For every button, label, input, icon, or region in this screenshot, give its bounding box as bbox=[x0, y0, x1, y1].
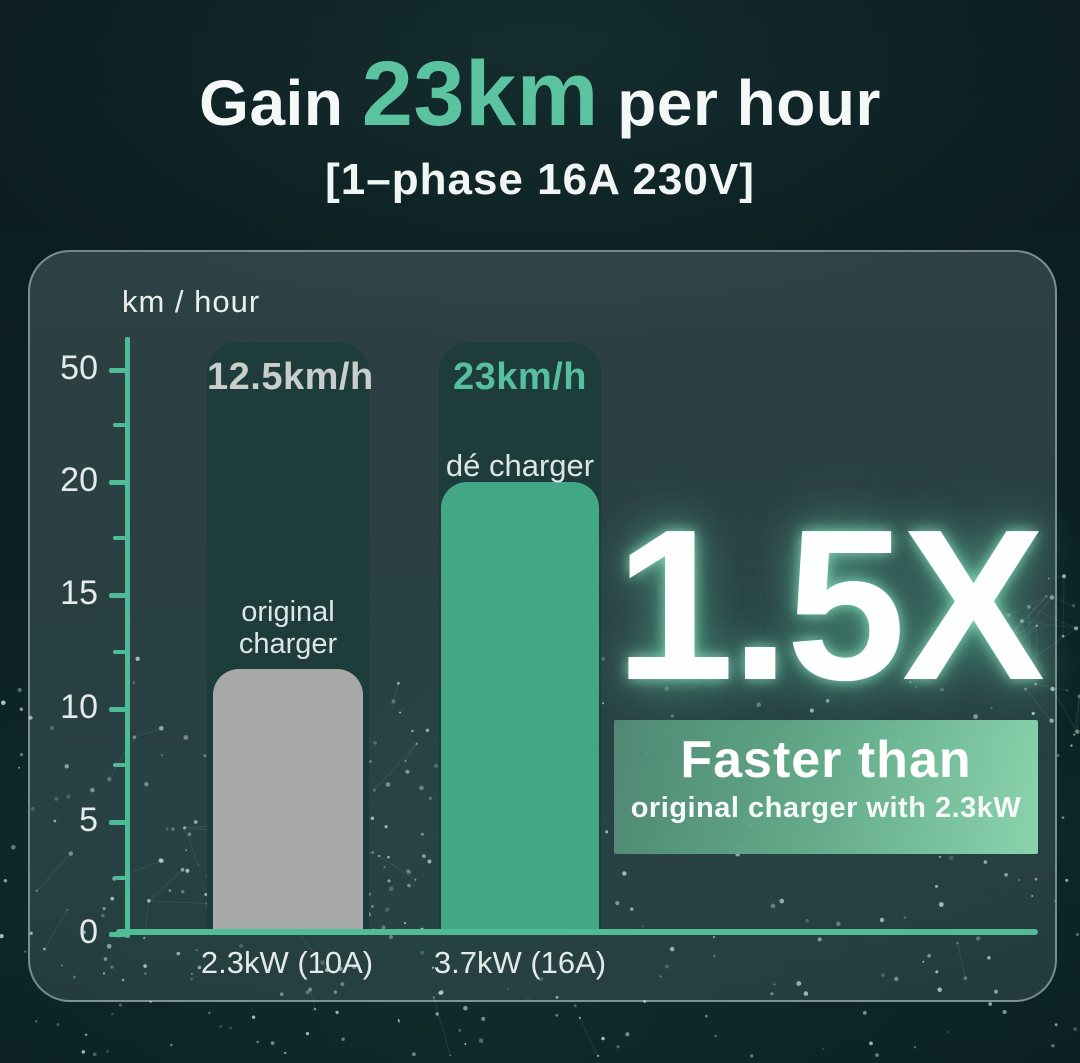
y-tick-label: 0 bbox=[79, 913, 98, 951]
multiplier-text: 1.5X bbox=[614, 484, 1045, 725]
y-axis-line bbox=[125, 337, 130, 938]
y-tick-mark bbox=[109, 368, 126, 373]
y-tick-label: 50 bbox=[60, 349, 98, 387]
y-tick-mark bbox=[109, 480, 126, 485]
y-tick-mark-minor bbox=[113, 423, 126, 427]
page-subtitle: [1–phase 16A 230V] bbox=[325, 155, 755, 204]
y-tick-mark bbox=[109, 707, 126, 712]
y-axis-label: km / hour bbox=[122, 284, 261, 319]
title-highlight: 23km bbox=[361, 43, 599, 145]
title-prefix: Gain bbox=[199, 67, 362, 139]
y-tick-mark bbox=[109, 593, 126, 598]
y-tick-label: 10 bbox=[60, 688, 98, 726]
x-category-label-decharger: 3.7kW (16A) bbox=[433, 945, 607, 980]
bar-name-decharger: dé charger bbox=[445, 448, 595, 483]
y-tick-mark bbox=[109, 820, 126, 825]
bar-value-label-original: 12.5km/h bbox=[207, 356, 374, 398]
x-category-label-original: 2.3kW (10A) bbox=[200, 945, 374, 980]
y-tick-label: 15 bbox=[60, 574, 98, 612]
bar-name-original: original charger bbox=[238, 596, 338, 661]
faster-than-title: Faster than bbox=[680, 731, 972, 789]
y-tick-mark-minor bbox=[113, 650, 126, 654]
y-tick-mark-minor bbox=[113, 536, 126, 540]
bar-fill-decharger bbox=[441, 482, 599, 932]
page-title: Gain 23km per hour bbox=[0, 42, 1080, 147]
y-tick-mark-minor bbox=[113, 763, 126, 767]
bar-fill-original bbox=[213, 669, 363, 932]
y-tick-label: 20 bbox=[60, 461, 98, 499]
y-tick-label: 5 bbox=[79, 801, 98, 839]
chart-panel: km / hour 50 20 15 10 5 0 12.5km/h 23km/h ori… bbox=[28, 250, 1057, 1002]
x-axis-line bbox=[116, 929, 1038, 935]
page-header: Gain 23km per hour [1–phase 16A 230V] bbox=[0, 42, 1080, 205]
y-tick-mark-minor bbox=[113, 876, 126, 880]
faster-than-badge: Faster than original charger with 2.3kW bbox=[614, 720, 1038, 854]
faster-than-subtitle: original charger with 2.3kW bbox=[630, 792, 1022, 824]
title-suffix: per hour bbox=[599, 67, 881, 139]
bar-value-label-decharger: 23km/h bbox=[453, 356, 587, 398]
